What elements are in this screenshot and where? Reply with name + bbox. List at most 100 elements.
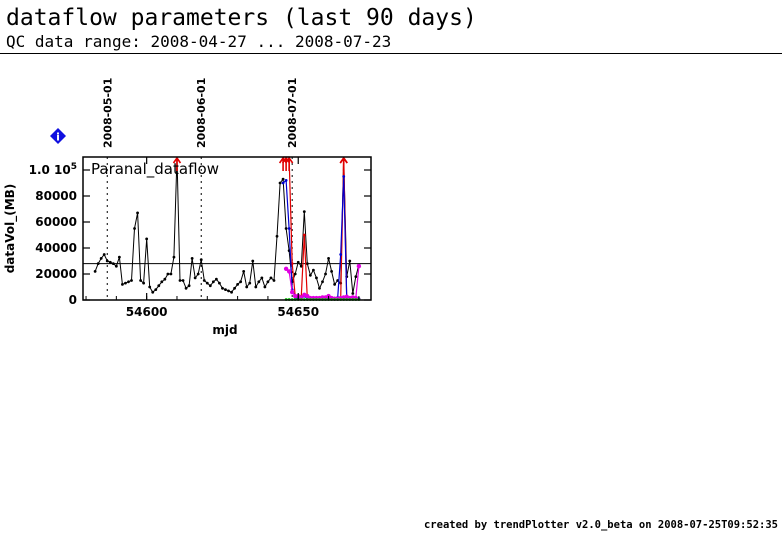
- date-marker-label: 2008-07-01: [286, 78, 299, 148]
- y-tick-label: 40000: [35, 241, 77, 255]
- data-point: [193, 276, 197, 280]
- data-point: [239, 280, 243, 284]
- data-point: [283, 266, 289, 271]
- page-subtitle: QC data range: 2008-04-27 ... 2008-07-23: [6, 32, 392, 51]
- data-point: [327, 257, 330, 260]
- data-point: [208, 284, 212, 288]
- data-point: [105, 259, 109, 263]
- clipped-value-arrow: [339, 156, 348, 171]
- data-point: [111, 262, 115, 265]
- data-point: [260, 276, 264, 280]
- data-point: [117, 255, 121, 259]
- y-tick-label: 0: [69, 293, 77, 307]
- data-point: [263, 285, 267, 289]
- x-axis-title: mjd: [212, 323, 237, 337]
- x-tick-label: 54650: [277, 305, 319, 319]
- data-point: [351, 292, 355, 295]
- data-point: [93, 270, 97, 273]
- data-point: [154, 288, 158, 291]
- data-point: [142, 281, 146, 285]
- data-point: [196, 272, 200, 276]
- info-icon-diamond: [50, 128, 66, 144]
- data-point: [190, 257, 194, 260]
- header-divider: [0, 53, 782, 54]
- data-point: [151, 290, 155, 294]
- data-point: [130, 279, 133, 282]
- data-point: [315, 276, 318, 280]
- series-line: [282, 176, 359, 300]
- data-point: [160, 280, 164, 284]
- data-point: [251, 259, 255, 263]
- data-point: [356, 264, 362, 269]
- data-point: [139, 279, 143, 282]
- data-point: [305, 262, 309, 265]
- data-point: [281, 181, 285, 185]
- data-point: [236, 283, 240, 286]
- data-point: [221, 286, 224, 290]
- data-point: [245, 285, 249, 289]
- data-point: [257, 280, 261, 284]
- data-point: [233, 286, 236, 290]
- data-point: [308, 273, 312, 277]
- data-point: [320, 295, 325, 300]
- data-point: [254, 285, 258, 289]
- data-point: [275, 234, 279, 238]
- data-point: [302, 233, 306, 237]
- footer-credit: created by trendPlotter v2.0_beta on 200…: [423, 519, 778, 531]
- data-point: [278, 181, 282, 185]
- data-point: [163, 277, 167, 281]
- info-icon-glyph: i: [56, 131, 60, 144]
- panel-label: Paranal_dataflow: [91, 160, 219, 179]
- data-point: [312, 268, 315, 272]
- data-point: [145, 237, 149, 241]
- data-point: [227, 289, 230, 293]
- data-point: [248, 281, 252, 285]
- clipped-value-arrow: [172, 156, 182, 171]
- data-point: [202, 279, 206, 282]
- y-tick-label: 20000: [35, 267, 77, 281]
- data-point: [318, 286, 321, 290]
- data-point: [99, 257, 103, 260]
- data-point: [230, 290, 233, 294]
- series-group: [93, 156, 361, 295]
- data-point: [342, 175, 346, 178]
- data-point: [178, 279, 182, 282]
- data-point: [272, 279, 276, 282]
- data-point: [289, 290, 295, 295]
- data-point: [205, 281, 209, 285]
- data-point: [114, 264, 118, 268]
- data-point: [211, 280, 215, 284]
- y-tick-label: 80000: [35, 189, 77, 203]
- data-point: [121, 283, 124, 286]
- data-point: [181, 279, 185, 282]
- data-point: [169, 272, 173, 276]
- data-point: [172, 255, 176, 259]
- data-point: [324, 272, 327, 276]
- data-point: [148, 285, 152, 289]
- data-point: [299, 264, 303, 268]
- y-tick-label: 60000: [35, 215, 77, 229]
- data-point: [224, 288, 227, 291]
- x-tick-label: 54600: [126, 305, 168, 319]
- data-point: [157, 284, 161, 288]
- date-marker-label: 2008-05-01: [101, 78, 114, 148]
- data-point: [133, 227, 136, 230]
- data-point: [299, 295, 304, 300]
- data-point: [187, 284, 191, 288]
- data-point: [333, 283, 337, 286]
- data-point: [108, 260, 112, 264]
- data-point: [242, 270, 246, 273]
- data-point: [284, 179, 288, 182]
- data-point: [348, 259, 352, 263]
- data-point: [281, 177, 285, 181]
- y-axis-title: dataVol_(MB): [3, 184, 18, 274]
- data-point: [354, 275, 358, 278]
- data-point: [266, 280, 270, 284]
- page-title: dataflow parameters (last 90 days): [6, 5, 477, 31]
- data-point: [127, 280, 130, 284]
- data-point: [96, 262, 100, 265]
- info-icon[interactable]: i: [50, 128, 66, 144]
- data-point: [166, 272, 170, 276]
- data-point: [218, 281, 221, 285]
